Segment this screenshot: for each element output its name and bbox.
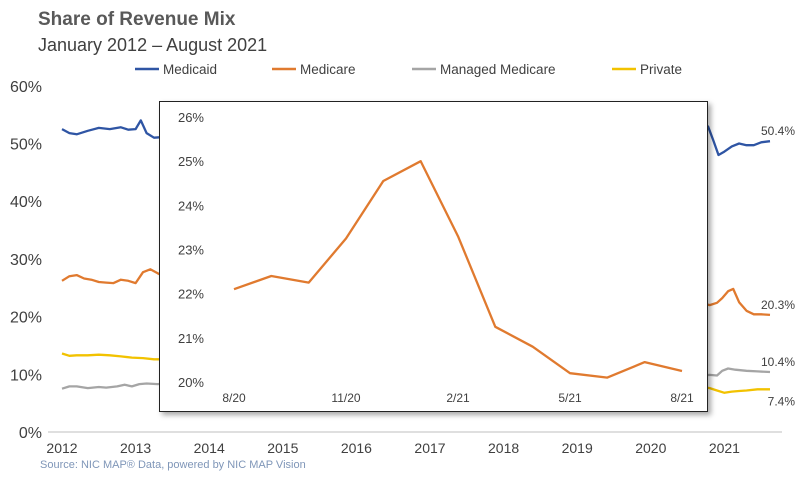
legend-label: Private — [640, 62, 682, 77]
legend-label: Managed Medicare — [440, 62, 556, 77]
x-tick-label: 2021 — [709, 440, 740, 456]
inset-y-tick-label: 20% — [178, 375, 204, 390]
x-tick-label: 2013 — [120, 440, 151, 456]
chart-title: Share of Revenue Mix — [38, 9, 236, 30]
y-tick-label: 30% — [10, 252, 42, 269]
end-value-label: 20.3% — [761, 298, 795, 312]
legend-label: Medicaid — [163, 62, 217, 77]
end-value-label: 50.4% — [761, 124, 795, 138]
medicare-inset-panel: 20% 21% 22% 23% 24% 25% 26% 8/20 11/20 2/21 5/21 8/… — [159, 101, 708, 412]
series-line-medicaid — [701, 120, 771, 157]
x-tick-label: 2017 — [414, 440, 445, 456]
series-line-managed-medicare — [61, 381, 169, 390]
end-value-label: 7.4% — [768, 394, 796, 408]
series-line-medicare — [702, 287, 771, 317]
legend-label: Medicare — [300, 62, 356, 77]
inset-x-tick-label: 8/21 — [670, 391, 694, 405]
series-line-private — [61, 352, 169, 362]
x-tick-label: 2012 — [46, 440, 77, 456]
inset-y-tick-label: 22% — [178, 287, 204, 302]
inset-y-tick-label: 21% — [178, 331, 204, 346]
series-line-medicare — [61, 268, 166, 285]
x-tick-label: 2020 — [635, 440, 666, 456]
inset-x-tick-label: 11/20 — [331, 391, 360, 405]
inset-y-tick-label: 24% — [178, 198, 204, 213]
y-tick-label: 60% — [10, 79, 42, 96]
inset-y-tick-label: 25% — [178, 154, 204, 169]
series-line-managed-medicare — [702, 367, 771, 377]
y-tick-label: 0% — [19, 425, 42, 442]
chart-subtitle: January 2012 – August 2021 — [38, 35, 268, 55]
inset-x-tick-label: 2/21 — [446, 391, 470, 405]
inset-x-tick-label: 5/21 — [558, 391, 582, 405]
inset-medicare-line — [233, 160, 683, 379]
inset-chart: 20% 21% 22% 23% 24% 25% 26% 8/20 11/20 2/21 5/21 8/… — [178, 110, 694, 405]
inset-x-tick-label: 8/20 — [222, 391, 246, 405]
y-tick-label: 20% — [10, 310, 42, 327]
x-tick-label: 2018 — [488, 440, 519, 456]
source-note: Source: NIC MAP® Data, powered by NIC MA… — [40, 459, 306, 471]
series-line-medicaid — [61, 119, 173, 139]
y-tick-label: 50% — [10, 137, 42, 154]
end-value-label: 10.4% — [761, 355, 795, 369]
inset-y-tick-label: 23% — [178, 243, 204, 258]
x-tick-label: 2014 — [194, 440, 225, 456]
inset-y-tick-label: 26% — [178, 110, 204, 125]
y-tick-label: 10% — [10, 367, 42, 384]
series-line-private — [702, 385, 770, 394]
x-tick-label: 2015 — [267, 440, 298, 456]
x-tick-label: 2019 — [562, 440, 593, 456]
x-tick-label: 2016 — [341, 440, 372, 456]
y-tick-label: 40% — [10, 194, 42, 211]
